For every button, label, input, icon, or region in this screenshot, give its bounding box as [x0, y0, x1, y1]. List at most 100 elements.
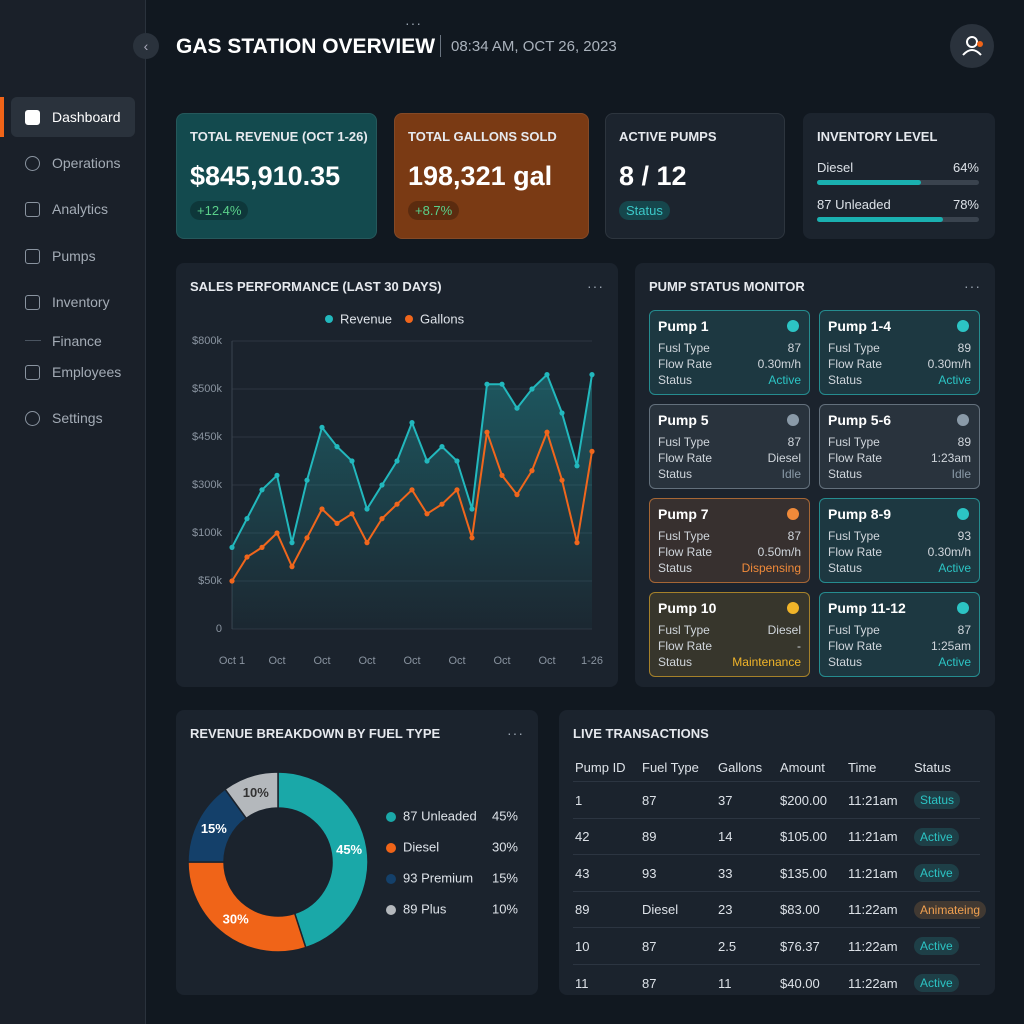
- legend-value: 15%: [492, 870, 518, 885]
- nav-item[interactable]: Inventory: [52, 294, 110, 310]
- nav-item[interactable]: Pumps: [52, 248, 96, 264]
- pump-row-label: Fusl Type: [658, 435, 710, 449]
- data-point: [469, 535, 475, 541]
- pump-indicator: [957, 508, 969, 520]
- row-divider: [573, 817, 980, 819]
- data-point: [559, 477, 565, 483]
- data-point: [319, 506, 325, 512]
- kpi-badge: +8.7%: [408, 200, 460, 220]
- nav-item[interactable]: Settings: [52, 410, 103, 426]
- pump-name: Pump 5: [658, 412, 709, 428]
- legend-value: 30%: [492, 839, 518, 854]
- row-divider: [573, 781, 980, 782]
- table-cell: $200.00: [780, 792, 827, 808]
- y-tick-label: $450k: [192, 431, 222, 443]
- x-tick-label: Oct: [403, 655, 420, 667]
- data-point: [559, 410, 565, 416]
- kpi-card: [394, 113, 589, 239]
- data-point: [499, 381, 505, 387]
- table-cell: 11: [575, 975, 589, 991]
- status-pill: Animateing: [914, 900, 987, 919]
- data-point: [514, 405, 520, 411]
- y-tick-label: $800k: [192, 335, 222, 347]
- nav-item[interactable]: Finance: [52, 333, 102, 349]
- data-point: [544, 372, 550, 378]
- pump-name: Pump 1-4: [828, 318, 892, 334]
- kpi-badge: +12.4%: [190, 200, 249, 220]
- nav-icon: [25, 295, 40, 310]
- data-point: [574, 463, 580, 469]
- table-cell: 87: [642, 975, 657, 991]
- table-cell: Diesel: [642, 902, 679, 918]
- more-menu[interactable]: ···: [405, 15, 422, 31]
- pump-row-value: 87: [787, 529, 801, 543]
- pump-row-value: Diesel: [767, 623, 801, 637]
- status-pill: Active: [914, 827, 959, 846]
- nav-item[interactable]: Analytics: [52, 201, 109, 217]
- more-menu[interactable]: ···: [507, 725, 524, 741]
- avatar[interactable]: [950, 24, 994, 68]
- inventory-bar: [817, 180, 921, 185]
- data-point: [364, 540, 370, 546]
- pump-card[interactable]: [649, 404, 810, 489]
- pump-row-label: Flow Rate: [658, 357, 713, 371]
- x-tick-label: Oct: [493, 655, 510, 667]
- pump-card[interactable]: [819, 310, 980, 395]
- pump-row-value: 87: [787, 341, 801, 355]
- pump-row-label: Flow Rate: [828, 545, 883, 559]
- pump-card[interactable]: [819, 498, 980, 583]
- data-point: [259, 544, 265, 551]
- nav-item[interactable]: Employees: [52, 364, 122, 380]
- pump-card[interactable]: [649, 498, 810, 583]
- pump-card[interactable]: [649, 592, 810, 677]
- revenue-area: [232, 374, 592, 629]
- table-cell: 87: [642, 938, 657, 954]
- data-point: [574, 540, 580, 546]
- pump-row-value: 87: [957, 623, 971, 637]
- table-cell: 42: [575, 829, 590, 845]
- pump-card[interactable]: [819, 404, 980, 489]
- x-tick-label: Oct: [313, 655, 330, 667]
- nav-icon: [25, 202, 40, 217]
- inventory-percent: 64%: [952, 159, 979, 175]
- nav-item[interactable]: Operations: [52, 155, 121, 171]
- back-button[interactable]: ‹: [133, 33, 159, 59]
- donut-slice: [224, 771, 279, 820]
- pump-card[interactable]: [649, 310, 810, 395]
- data-point: [244, 516, 250, 522]
- data-point: [454, 458, 460, 464]
- table-cell: 43: [575, 865, 590, 881]
- pump-row-value: 0.30m/h: [757, 357, 801, 371]
- chart-title: REVENUE BREAKDOWN BY FUEL TYPE: [190, 725, 441, 741]
- pump-row-label: Status: [658, 467, 693, 481]
- table-cell: 23: [718, 902, 733, 918]
- pump-indicator: [957, 320, 969, 332]
- pump-row-label: Status: [828, 467, 863, 481]
- pump-row-value: 89: [957, 341, 971, 355]
- pump-row-label: Status: [828, 373, 863, 387]
- x-tick-label: Oct: [448, 655, 465, 667]
- kpi-title: TOTAL REVENUE (OCT 1-26): [190, 128, 368, 144]
- pump-indicator: [957, 602, 969, 614]
- data-point: [304, 535, 310, 541]
- pump-row-value: Active: [938, 373, 971, 387]
- slice-label: 45%: [336, 842, 362, 857]
- pump-row-label: Fusl Type: [828, 435, 880, 449]
- table-cell: 11:22am: [848, 902, 898, 918]
- kpi-title: TOTAL GALLONS SOLD: [408, 128, 557, 144]
- table-cell: 89: [642, 829, 657, 845]
- more-menu[interactable]: ···: [587, 278, 604, 294]
- data-point: [499, 472, 505, 478]
- data-point: [274, 472, 280, 478]
- table-cell: $135.00: [780, 865, 827, 881]
- more-menu[interactable]: ···: [964, 278, 981, 294]
- nav-item[interactable]: Dashboard: [52, 109, 121, 125]
- table-cell: 89: [575, 902, 590, 918]
- data-point: [364, 506, 370, 512]
- legend-label: Diesel: [403, 839, 439, 854]
- data-point: [304, 477, 310, 483]
- slice-label: 15%: [201, 821, 227, 836]
- pump-card[interactable]: [819, 592, 980, 677]
- table-header: Amount: [780, 759, 825, 775]
